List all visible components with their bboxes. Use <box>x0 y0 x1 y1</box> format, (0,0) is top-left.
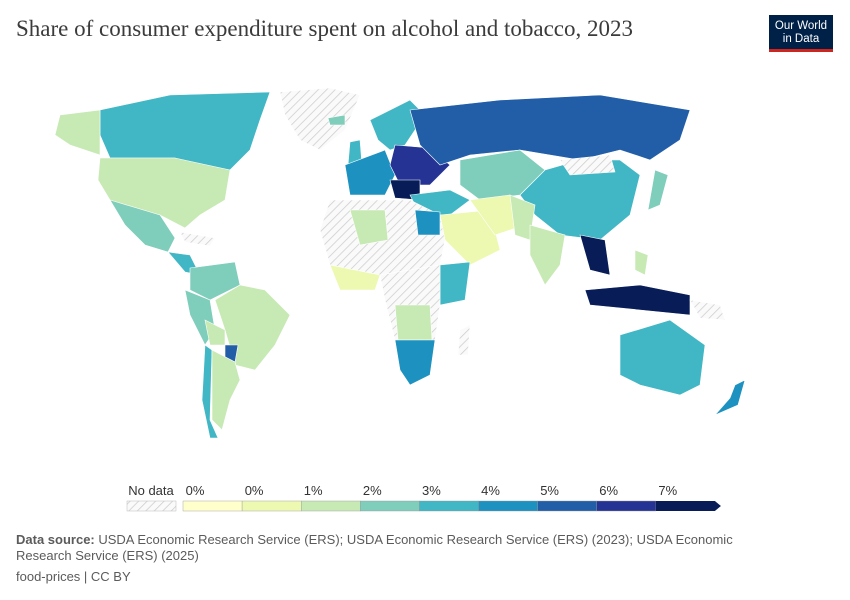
legend-bin <box>241 500 302 512</box>
region-china[interactable] <box>519 159 641 241</box>
region-greenland[interactable] <box>279 87 361 151</box>
legend-tick-label: 5% <box>540 483 559 498</box>
region-angola-zambia[interactable] <box>394 304 433 341</box>
world-map[interactable] <box>0 80 850 470</box>
license-text[interactable]: food-prices | CC BY <box>16 569 131 584</box>
color-legend: No data 0% 0% 1% 2% 3% 4% 5% 6% 7% <box>126 483 721 512</box>
region-argentina[interactable] <box>211 349 241 431</box>
region-caribbean[interactable] <box>179 231 216 247</box>
legend-bin <box>301 500 361 512</box>
legend-no-data-label: No data <box>128 483 174 498</box>
region-alaska[interactable] <box>54 109 101 156</box>
region-usa[interactable] <box>97 157 231 229</box>
region-egypt[interactable] <box>414 209 441 236</box>
legend-bin <box>419 500 479 512</box>
legend-bin <box>537 500 597 512</box>
region-bolivia[interactable] <box>204 319 226 346</box>
legend-bin-arrow <box>655 501 721 511</box>
source-label: Data source: <box>16 532 95 547</box>
region-southeast-asia[interactable] <box>579 234 611 276</box>
legend-tick-label: 6% <box>599 483 618 498</box>
legend-bin <box>596 500 657 512</box>
legend-bin <box>478 500 538 512</box>
legend-bin <box>182 500 243 512</box>
region-mongolia[interactable] <box>559 154 616 176</box>
legend-no-data-swatch <box>126 500 177 512</box>
data-source: Data source: USDA Economic Research Serv… <box>16 532 776 564</box>
legend-tick-label: 0% <box>245 483 264 498</box>
region-png[interactable] <box>689 299 726 321</box>
legend-tick-label: 3% <box>422 483 441 498</box>
region-philippines[interactable] <box>634 249 649 276</box>
legend-tick-label: 2% <box>363 483 382 498</box>
legend-tick-label: 7% <box>658 483 677 498</box>
region-russia[interactable] <box>409 94 691 166</box>
region-west-africa[interactable] <box>329 264 381 291</box>
region-new-zealand[interactable] <box>714 379 746 416</box>
logo-line2: in Data <box>782 33 820 45</box>
region-indonesia[interactable] <box>584 284 691 316</box>
region-australia[interactable] <box>619 319 706 396</box>
region-japan[interactable] <box>647 169 669 211</box>
owid-logo[interactable]: Our World in Data <box>769 15 833 52</box>
region-iceland[interactable] <box>327 114 346 126</box>
region-algeria[interactable] <box>349 209 389 246</box>
region-south-africa[interactable] <box>394 339 436 386</box>
region-western-europe[interactable] <box>344 149 396 196</box>
logo-line1: Our World <box>774 20 828 32</box>
region-colombia-venezuela[interactable] <box>189 261 241 301</box>
region-east-africa[interactable] <box>439 261 471 306</box>
source-text: USDA Economic Research Service (ERS); US… <box>16 532 733 563</box>
legend-tick-label: 1% <box>304 483 323 498</box>
legend-tick-label: 4% <box>481 483 500 498</box>
region-madagascar[interactable] <box>457 324 471 356</box>
legend-bin <box>360 500 420 512</box>
region-india[interactable] <box>529 224 566 286</box>
chart-title: Share of consumer expenditure spent on a… <box>16 16 633 41</box>
legend-tick-label: 0% <box>186 483 205 498</box>
